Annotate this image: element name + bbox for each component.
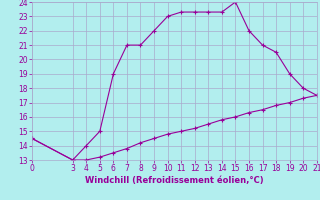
X-axis label: Windchill (Refroidissement éolien,°C): Windchill (Refroidissement éolien,°C) bbox=[85, 176, 264, 185]
